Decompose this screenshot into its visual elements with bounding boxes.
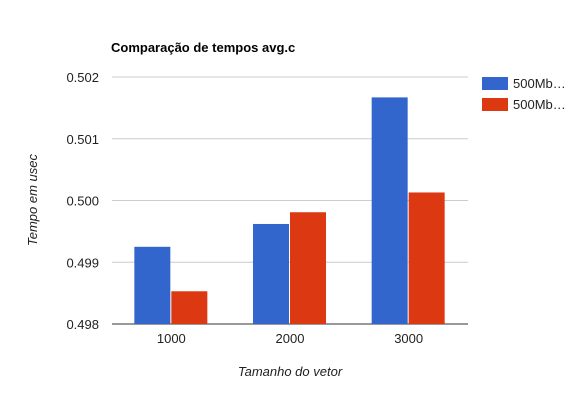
x-tick-label: 1000 bbox=[157, 331, 186, 346]
bar-series-2-2000[interactable] bbox=[290, 212, 326, 324]
x-tick-labels: 1000 2000 3000 bbox=[157, 331, 423, 346]
y-tick-label: 0.499 bbox=[66, 255, 99, 270]
y-tick-label: 0.498 bbox=[66, 317, 99, 332]
legend: 500Mb… 500Mb… bbox=[482, 76, 566, 112]
y-tick-labels: 0.502 0.501 0.500 0.499 0.498 bbox=[66, 70, 99, 332]
chart-title: Comparação de tempos avg.c bbox=[111, 40, 295, 55]
x-tick-label: 2000 bbox=[276, 331, 305, 346]
legend-swatch bbox=[482, 98, 508, 111]
bar-series-2-1000[interactable] bbox=[171, 291, 208, 324]
y-tick-label: 0.502 bbox=[66, 70, 99, 85]
bars bbox=[134, 97, 445, 324]
bar-series-1-3000[interactable] bbox=[371, 97, 408, 324]
bar-series-1-2000[interactable] bbox=[253, 223, 289, 324]
y-tick-label: 0.500 bbox=[66, 194, 99, 209]
bar-series-2-3000[interactable] bbox=[408, 192, 445, 324]
bar-series-1-1000[interactable] bbox=[134, 246, 171, 324]
x-axis-title: Tamanho do vetor bbox=[238, 364, 343, 379]
legend-swatch bbox=[482, 77, 508, 90]
y-tick-label: 0.501 bbox=[66, 132, 99, 147]
legend-label: 500Mb… bbox=[513, 76, 566, 91]
y-axis-title: Tempo em usec bbox=[25, 153, 40, 246]
x-tick-label: 3000 bbox=[394, 331, 423, 346]
legend-label: 500Mb… bbox=[513, 97, 566, 112]
